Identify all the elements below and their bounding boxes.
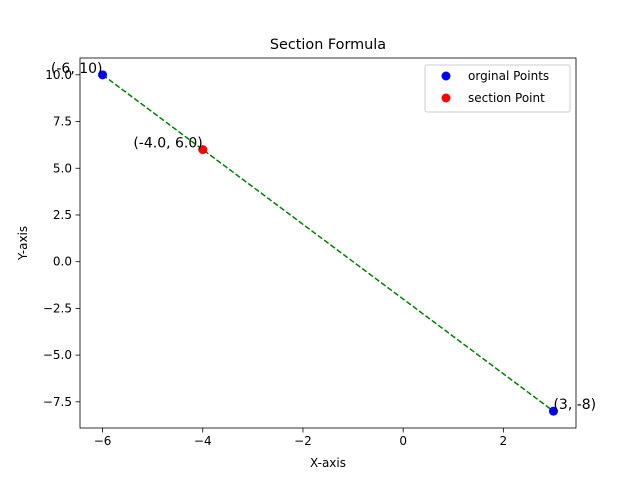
y-tick-label: −5.0 <box>43 348 72 362</box>
original-point-marker <box>98 70 108 80</box>
connecting-line <box>102 74 554 412</box>
axes-frame <box>79 57 577 429</box>
legend-label-original-points: orginal Points <box>468 69 549 83</box>
y-tick-label: −2.5 <box>43 301 72 315</box>
x-axis-label: X-axis <box>310 456 346 470</box>
x-tick-label: −2 <box>294 434 312 448</box>
legend-marker-original-points <box>441 71 451 81</box>
x-tick-label: 0 <box>399 434 407 448</box>
plot-area: (-6, 10) (3, -8) (-4.0, 6.0) <box>51 61 596 416</box>
section-point-marker <box>198 145 208 155</box>
y-tick-label: 7.5 <box>53 115 72 129</box>
point-label: (-6, 10) <box>51 61 103 77</box>
y-axis-label: Y-axis <box>16 226 30 261</box>
point-label: (3, -8) <box>553 397 596 413</box>
y-tick-label: 2.5 <box>53 208 72 222</box>
original-point-marker <box>548 406 558 416</box>
x-tick-label: −4 <box>194 434 212 448</box>
x-axis-ticks: −6 −4 −2 0 2 <box>94 428 507 448</box>
x-tick-label: −6 <box>94 434 112 448</box>
x-tick-label: 2 <box>500 434 508 448</box>
point-label: (-4.0, 6.0) <box>133 136 202 152</box>
legend-box <box>424 64 571 113</box>
chart-title: Section Formula <box>270 37 386 53</box>
legend-label-section-point: section Point <box>468 91 545 105</box>
y-tick-label: −7.5 <box>43 395 72 409</box>
legend-marker-section-point <box>441 93 451 103</box>
y-tick-label: 5.0 <box>53 161 72 175</box>
y-tick-label: 0.0 <box>53 255 72 269</box>
y-tick-label: 10.0 <box>45 68 72 82</box>
y-axis-ticks: −7.5 −5.0 −2.5 0.0 2.5 5.0 7.5 10.0 <box>43 68 80 409</box>
legend: orginal Points section Point <box>424 64 571 113</box>
